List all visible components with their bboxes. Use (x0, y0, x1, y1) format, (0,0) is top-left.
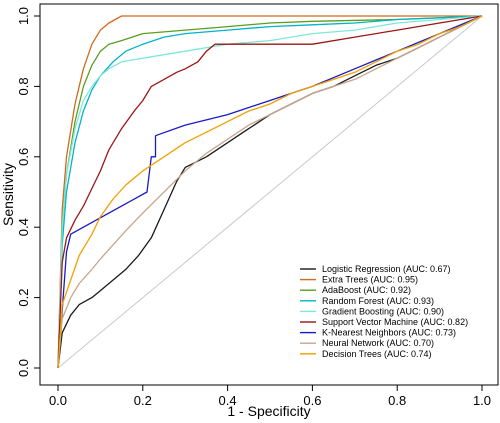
plot-frame (39, 3, 499, 386)
y-tick-label: 0.4 (16, 218, 31, 236)
x-tick-label: 0.0 (49, 393, 67, 408)
y-tick-label: 0.2 (16, 289, 31, 307)
y-axis: 0.0 0.2 0.4 0.6 0.8 1.0 (16, 7, 40, 377)
legend-label: Decision Trees (AUC: 0.74) (322, 349, 432, 359)
plot-area (39, 3, 499, 386)
x-tick-label: 0.2 (134, 393, 152, 408)
x-tick-label: 0.6 (303, 393, 321, 408)
x-tick-label: 1.0 (473, 393, 491, 408)
roc-curve-9 (57, 15, 483, 369)
legend: Logistic Regression (AUC: 0.67)Extra Tre… (294, 263, 480, 369)
roc-curve-2 (57, 15, 482, 369)
legend-label: Gradient Boosting (AUC: 0.90) (322, 306, 444, 316)
legend-label: Logistic Regression (AUC: 0.67) (322, 264, 451, 274)
roc-curve-8 (57, 15, 483, 369)
y-tick-label: 0.6 (16, 148, 31, 166)
legend-box (294, 263, 480, 369)
legend-label: Neural Network (AUC: 0.70) (322, 338, 434, 348)
x-tick-label: 0.4 (219, 393, 237, 408)
y-tick-label: 0.0 (16, 359, 31, 377)
roc-curve-7 (57, 15, 483, 369)
legend-label: Extra Trees (AUC: 0.95) (322, 275, 418, 285)
x-axis: 0.0 0.2 0.4 0.6 0.8 1.0 (49, 385, 491, 408)
legend-label: K-Nearest Neighbors (AUC: 0.73) (322, 328, 456, 338)
legend-label: Support Vector Machine (AUC: 0.82) (322, 317, 468, 327)
roc-curve-4 (57, 15, 483, 369)
x-axis-title: 1 - Specificity (227, 403, 310, 419)
roc-curve-5 (57, 15, 483, 369)
legend-label: AdaBoost (AUC: 0.92) (322, 285, 411, 295)
legend-label: Random Forest (AUC: 0.93) (322, 296, 434, 306)
x-tick-label: 0.8 (388, 393, 406, 408)
roc-curve-6 (57, 15, 483, 369)
y-axis-title: Sensitivity (0, 163, 16, 226)
roc-curve-1 (57, 15, 483, 369)
reference-diagonal-line (57, 15, 483, 369)
y-tick-label: 1.0 (16, 7, 31, 25)
y-tick-label: 0.8 (16, 77, 31, 95)
